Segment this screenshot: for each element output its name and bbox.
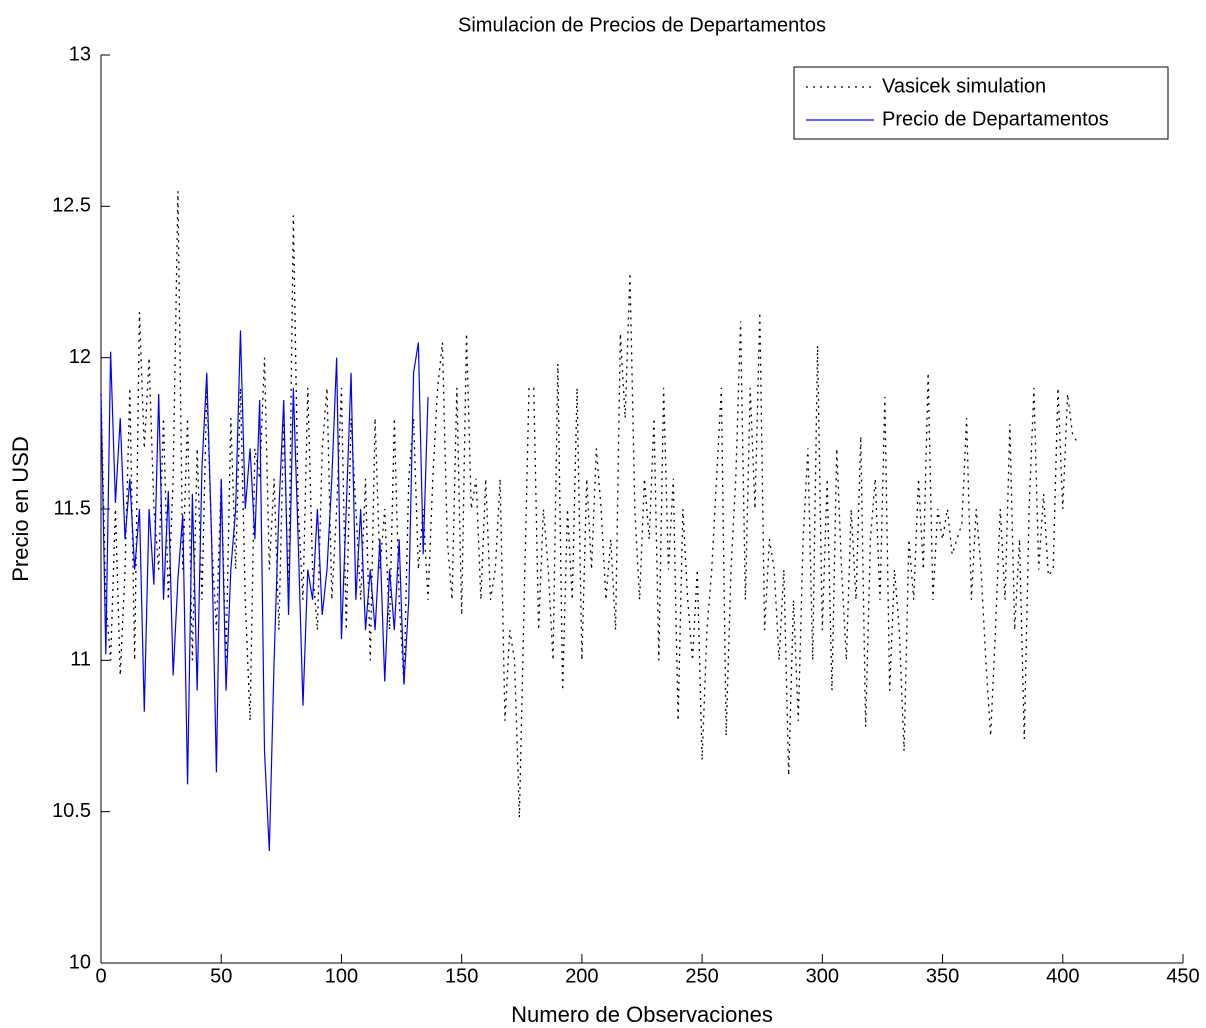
y-tick-label: 12 xyxy=(69,346,91,368)
x-tick-label: 300 xyxy=(806,965,839,987)
chart-title: Simulacion de Precios de Departamentos xyxy=(458,14,826,36)
x-tick-label: 400 xyxy=(1046,965,1079,987)
y-tick-label: 11 xyxy=(70,649,91,671)
legend-label: Precio de Departamentos xyxy=(882,108,1109,130)
x-axis-label: Numero de Observaciones xyxy=(511,1002,773,1027)
y-tick-label: 12.5 xyxy=(52,195,91,217)
x-tick-label: 250 xyxy=(685,965,718,987)
x-tick-label: 450 xyxy=(1166,965,1199,987)
x-tick-label: 200 xyxy=(565,965,598,987)
x-tick-label: 100 xyxy=(325,965,358,987)
legend-label: Vasicek simulation xyxy=(882,75,1046,97)
x-tick-label: 150 xyxy=(445,965,478,987)
y-axis-label: Precio en USD xyxy=(8,436,33,582)
y-tick-label: 10 xyxy=(69,951,91,973)
x-tick-label: 0 xyxy=(95,965,106,987)
x-tick-label: 350 xyxy=(926,965,959,987)
legend xyxy=(793,66,1169,140)
y-tick-label: 10.5 xyxy=(52,800,91,822)
y-tick-label: 11.5 xyxy=(54,497,91,519)
x-tick-label: 50 xyxy=(210,965,232,987)
series-line xyxy=(100,330,429,852)
series-line xyxy=(100,191,1078,818)
y-tick-label: 13 xyxy=(69,43,91,65)
